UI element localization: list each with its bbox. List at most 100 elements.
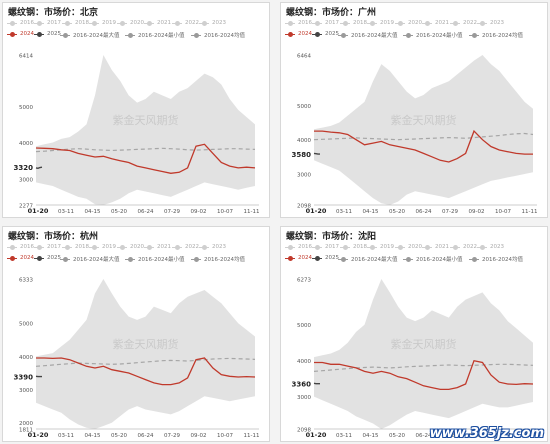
legend-item[interactable]: 2016-2024最大值 (338, 255, 397, 263)
legend-item[interactable]: 2018 (62, 244, 89, 250)
legend-item[interactable]: 2016-2024最小值 (125, 31, 184, 39)
legend-item[interactable]: 2018 (62, 20, 89, 26)
legend-label: 2025 (47, 255, 61, 261)
x-tick-label: 10-07 (495, 433, 511, 439)
legend-item[interactable]: 2017 (312, 20, 339, 26)
legend-marker (89, 20, 99, 26)
legend-item[interactable]: 2020 (117, 244, 144, 250)
legend-item[interactable]: 2016-2024均值 (469, 31, 523, 39)
legend-marker (469, 256, 479, 262)
legend-item[interactable]: 2024 (285, 31, 312, 37)
x-tick-label: 03-11 (58, 433, 74, 439)
legend-marker (395, 244, 405, 250)
legend-item[interactable]: 2017 (312, 244, 339, 250)
current-value-label: 3580 (292, 151, 312, 159)
legend-marker (117, 20, 127, 26)
x-tick-label: 10-07 (217, 433, 233, 439)
legend-item[interactable]: 2018 (340, 244, 367, 250)
legend-item[interactable]: 2019 (367, 244, 394, 250)
legend-item[interactable]: 2022 (450, 244, 477, 250)
legend-label: 2025 (325, 255, 339, 261)
legend-item[interactable]: 2016-2024最小值 (125, 255, 184, 263)
chart-panel-hangzhou: 螺纹钢：市场价：杭州 2016 2017 2018 2019 2020 2021 2022 20… (2, 226, 270, 442)
legend-item[interactable]: 2021 (422, 244, 449, 250)
legend-marker (285, 244, 295, 250)
legend-label: 2018 (353, 20, 367, 26)
legend-item[interactable]: 2019 (89, 20, 116, 26)
legend-marker (477, 244, 487, 250)
legend-label: 2022 (185, 244, 199, 250)
legend-item[interactable]: 2025 (34, 31, 61, 37)
legend-label: 2016 (298, 244, 312, 250)
legend-marker (34, 31, 44, 37)
legend-label: 2018 (75, 20, 89, 26)
legend-item[interactable]: 2023 (199, 244, 226, 250)
y-tick-label: 3000 (19, 388, 33, 394)
x-tick-label: 06-24 (416, 209, 432, 215)
legend-label: 2016-2024最大值 (351, 33, 398, 39)
legend-item[interactable]: 2025 (312, 31, 339, 37)
legend-item[interactable]: 2016 (7, 20, 34, 26)
x-tick-label: 07-29 (164, 433, 180, 439)
legend-item[interactable]: 2022 (450, 20, 477, 26)
x-tick-label: 09-02 (469, 209, 485, 215)
series-2024 (314, 129, 533, 163)
chart-legend: 2024 2025 2016-2024最大值 2016-2024最小值 2016-202… (285, 255, 545, 263)
legend-item[interactable]: 2021 (144, 20, 171, 26)
legend-item[interactable]: 2020 (395, 244, 422, 250)
legend-item[interactable]: 2023 (199, 20, 226, 26)
legend-item[interactable]: 2016-2024均值 (469, 255, 523, 263)
legend-label: 2019 (102, 20, 116, 26)
watermark-text: 紫金天风期货 (113, 337, 179, 351)
legend-item[interactable]: 2022 (172, 20, 199, 26)
series-average (313, 363, 534, 372)
y-tick-label: 3000 (297, 395, 311, 401)
legend-item[interactable]: 2024 (285, 255, 312, 261)
legend-label: 2022 (185, 20, 199, 26)
legend-item[interactable]: 2016-2024均值 (191, 31, 245, 39)
legend-item[interactable]: 2016 (285, 244, 312, 250)
legend-item[interactable]: 2016-2024最小值 (403, 255, 462, 263)
x-tick-label: 04-15 (85, 209, 101, 215)
legend-item[interactable]: 2023 (477, 244, 504, 250)
x-tick-label: 01-20 (306, 431, 327, 439)
legend-item[interactable]: 2021 (422, 20, 449, 26)
legend-item[interactable]: 2019 (367, 20, 394, 26)
legend-item[interactable]: 2020 (395, 20, 422, 26)
chart-legend: 2016 2017 2018 2019 2020 2021 2022 2023 (285, 244, 545, 252)
legend-item[interactable]: 2018 (340, 20, 367, 26)
legend-label: 2017 (47, 20, 61, 26)
legend-item[interactable]: 2019 (89, 244, 116, 250)
legend-item[interactable]: 2016 (285, 20, 312, 26)
legend-item[interactable]: 2025 (312, 255, 339, 261)
legend-item[interactable]: 2017 (34, 20, 61, 26)
legend-marker (172, 20, 182, 26)
legend-label: 2016 (20, 244, 34, 250)
legend-item[interactable]: 2021 (144, 244, 171, 250)
legend-label: 2023 (490, 244, 504, 250)
legend-item[interactable]: 2020 (117, 20, 144, 26)
legend-item[interactable]: 2025 (34, 255, 61, 261)
legend-item[interactable]: 2016-2024最大值 (60, 31, 119, 39)
legend-item[interactable]: 2016 (7, 244, 34, 250)
legend-item[interactable]: 2024 (7, 255, 34, 261)
x-tick-label: 11-11 (522, 433, 538, 439)
legend-marker (312, 31, 322, 37)
x-tick-label: 06-24 (416, 433, 432, 439)
legend-item[interactable]: 2016-2024最大值 (338, 31, 397, 39)
legend-item[interactable]: 2016-2024均值 (191, 255, 245, 263)
legend-item[interactable]: 2024 (7, 31, 34, 37)
legend-label: 2016-2024均值 (204, 33, 245, 39)
y-tick-label: 5000 (19, 322, 33, 328)
legend-marker (422, 244, 432, 250)
legend-item[interactable]: 2022 (172, 244, 199, 250)
legend-item[interactable]: 2016-2024最小值 (403, 31, 462, 39)
legend-item[interactable]: 2017 (34, 244, 61, 250)
legend-marker (395, 20, 405, 26)
legend-label: 2016-2024均值 (482, 257, 523, 263)
legend-item[interactable]: 2023 (477, 20, 504, 26)
legend-item[interactable]: 2016-2024最大值 (60, 255, 119, 263)
legend-label: 2023 (212, 20, 226, 26)
legend-marker (403, 256, 413, 262)
legend-marker (117, 244, 127, 250)
